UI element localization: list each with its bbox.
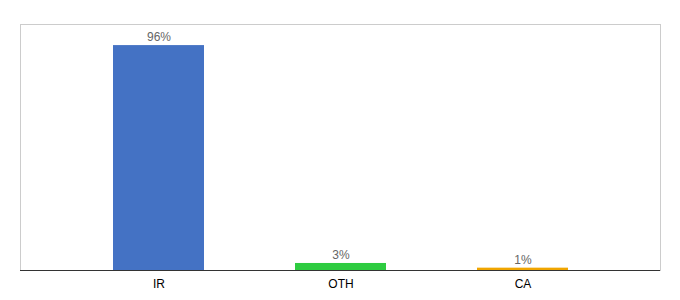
- svg-text:3%: 3%: [332, 248, 350, 262]
- svg-text:1%: 1%: [514, 253, 532, 267]
- svg-text:OTH: OTH: [328, 277, 353, 291]
- svg-text:96%: 96%: [147, 30, 171, 44]
- svg-text:CA: CA: [515, 277, 532, 291]
- svg-text:IR: IR: [153, 277, 165, 291]
